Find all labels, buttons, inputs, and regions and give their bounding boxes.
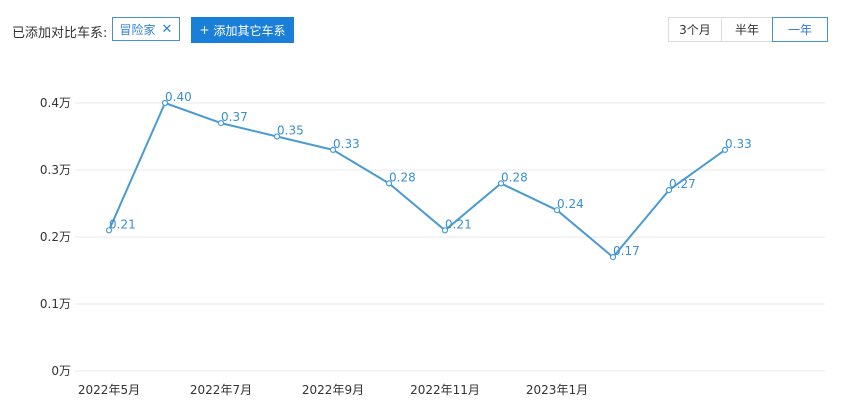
data-label: 0.40	[165, 90, 192, 104]
data-label: 0.27	[669, 177, 696, 191]
x-tick-label: 2022年5月	[78, 383, 140, 397]
series-line	[108, 102, 726, 259]
series-chip-label: 冒险家	[119, 22, 156, 37]
series-layer	[105, 99, 729, 261]
add-series-button[interactable]: + 添加其它车系	[191, 17, 294, 43]
data-label: 0.28	[501, 170, 528, 184]
data-labels: 0.21 0.40 0.37 0.35 0.33 0.28 0.21 0.28 0.24 0.17…	[109, 90, 752, 258]
data-label: 0.17	[613, 244, 640, 258]
x-axis: 2022年5月 2022年7月 2022年9月 2022年11月 2023年1月	[78, 383, 588, 397]
range-one-year-button[interactable]: 一年	[772, 17, 828, 42]
data-point[interactable]	[273, 133, 281, 140]
y-axis: 0万 0.1万 0.2万 0.3万 0.4万	[40, 96, 71, 378]
y-tick-label: 0.1万	[40, 297, 71, 311]
series-chip[interactable]: 冒险家 ✕	[112, 17, 180, 41]
data-point[interactable]	[665, 187, 673, 194]
y-tick-label: 0万	[51, 364, 71, 378]
add-series-button-label: 添加其它车系	[213, 23, 286, 38]
range-selector: 3个月 半年 一年	[668, 17, 828, 42]
data-label: 0.35	[277, 124, 304, 138]
data-point[interactable]	[217, 119, 225, 127]
data-point[interactable]	[609, 254, 617, 261]
toolbar: 已添加对比车系: 冒险家 ✕ + 添加其它车系 3个月 半年 一年	[0, 0, 852, 60]
data-point[interactable]	[553, 207, 561, 214]
data-point[interactable]	[441, 227, 449, 234]
data-label: 0.33	[333, 137, 360, 151]
x-tick-label: 2022年7月	[190, 383, 252, 397]
data-label: 0.33	[725, 137, 752, 151]
added-series-label: 已添加对比车系:	[12, 26, 108, 41]
x-tick-label: 2022年11月	[410, 383, 480, 397]
data-label: 0.37	[221, 110, 248, 124]
data-label: 0.24	[557, 197, 584, 211]
y-tick-label: 0.3万	[40, 163, 71, 177]
y-tick-label: 0.4万	[40, 96, 71, 110]
x-tick-label: 2022年9月	[302, 383, 364, 397]
close-icon[interactable]: ✕	[161, 21, 173, 37]
data-point[interactable]	[329, 146, 337, 153]
plus-icon: +	[199, 23, 210, 37]
data-point[interactable]	[385, 180, 393, 187]
data-point[interactable]	[105, 227, 113, 234]
x-tick-label: 2023年1月	[526, 383, 588, 397]
data-label: 0.21	[109, 217, 136, 231]
grid-lines	[75, 102, 825, 372]
data-point[interactable]	[161, 99, 169, 107]
data-point[interactable]	[721, 146, 729, 153]
data-label: 0.28	[389, 170, 416, 184]
range-half-year-button[interactable]: 半年	[721, 17, 773, 42]
data-point[interactable]	[497, 180, 505, 187]
data-label: 0.21	[445, 217, 472, 231]
y-tick-label: 0.2万	[40, 230, 71, 244]
